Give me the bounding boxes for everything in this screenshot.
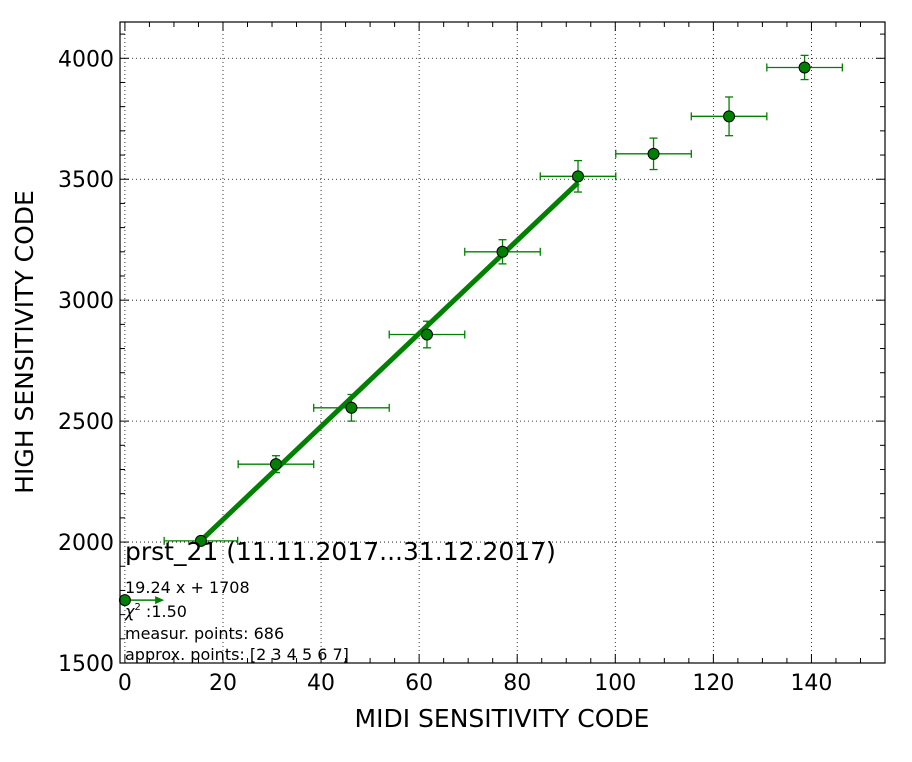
- data-point: [723, 110, 736, 123]
- fit-equation: 19.24 x + 1708: [125, 578, 250, 597]
- measur-points: measur. points: 686: [125, 624, 284, 643]
- data-point: [269, 458, 282, 471]
- x-tick-label: 0: [118, 671, 132, 696]
- x-tick-label: 60: [405, 671, 433, 696]
- data-point-group: [690, 96, 768, 137]
- chi2-value: :1.50: [141, 602, 187, 621]
- data-point-group: [237, 455, 315, 474]
- x-tick-label: 140: [790, 671, 832, 696]
- plot-frame: [119, 21, 886, 664]
- x-tick-label: 100: [594, 671, 636, 696]
- approx-points: approx. points: [2 3 4 5 6 7]: [125, 645, 349, 664]
- data-point: [420, 328, 433, 341]
- data-point-group: [313, 393, 390, 422]
- data-point: [572, 170, 585, 183]
- x-axis-label: MIDI SENSITIVITY CODE: [355, 704, 650, 733]
- chi2-text: χ2 :1.50: [124, 602, 187, 621]
- data-point: [194, 534, 207, 547]
- y-tick-label: 3500: [58, 168, 114, 193]
- data-point-group: [163, 534, 239, 547]
- chi2-symbol: χ: [124, 602, 135, 621]
- data-point-group: [464, 239, 541, 265]
- y-tick-label: 1500: [58, 652, 114, 677]
- grid: [120, 22, 885, 663]
- y-tick-label: 2500: [58, 410, 114, 435]
- x-tick-label: 120: [692, 671, 734, 696]
- chi2-exponent: 2: [134, 602, 140, 613]
- data-point: [496, 245, 509, 258]
- data-point-group: [388, 320, 466, 349]
- data-point: [345, 401, 358, 414]
- data-point: [647, 147, 660, 160]
- data-point-group: [539, 159, 617, 193]
- fit-line: [199, 180, 580, 543]
- chart-annotation-title: prst_21 (11.11.2017...31.12.2017): [125, 537, 556, 566]
- arrow-head: [155, 596, 165, 605]
- data-point: [798, 61, 811, 74]
- y-tick-label: 2000: [58, 531, 114, 556]
- data-point-group: [766, 54, 843, 81]
- data-points-layer: [118, 54, 843, 607]
- y-tick-label: 4000: [58, 47, 114, 72]
- x-tick-label: 20: [209, 671, 237, 696]
- y-tick-label: 3000: [58, 289, 114, 314]
- x-tick-label: 80: [503, 671, 531, 696]
- y-axis-label: HIGH SENSITIVITY CODE: [10, 190, 39, 494]
- data-point-group: [615, 137, 692, 171]
- axis-ticks: 0 20 40 60 80 100 120 140 1500 2000 2500 3000 3500 40…: [58, 22, 885, 696]
- x-tick-label: 40: [307, 671, 335, 696]
